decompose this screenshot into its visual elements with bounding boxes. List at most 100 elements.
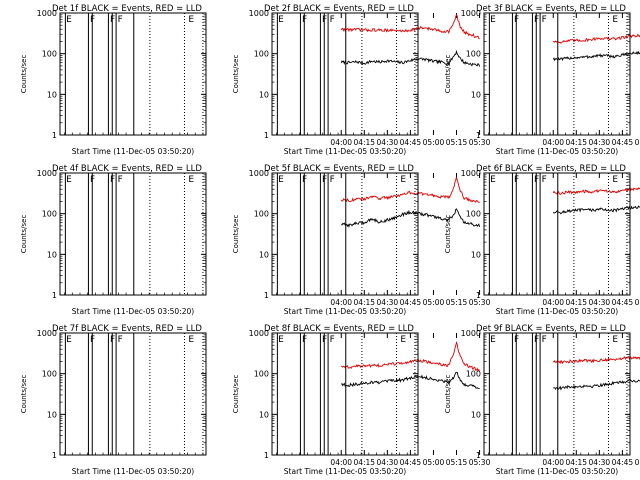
panel-title: Det 1f BLACK = Events, RED = LLD — [52, 4, 202, 14]
x-axis-label: Start Time (11-Dec-05 03:50:20) — [284, 307, 406, 316]
plot-frame — [271, 332, 419, 456]
x-tick-label: 04:30 — [377, 138, 399, 147]
x-axis-label: Start Time (11-Dec-05 03:50:20) — [284, 467, 406, 476]
flag-letter: F — [110, 15, 115, 25]
plot-frame — [271, 12, 419, 136]
flag-letter: F — [302, 335, 307, 345]
y-axis-label: Counts/sec — [232, 375, 240, 414]
panel-det-6: Det 6f BLACK = Events, RED = LLD 1 10 100 10… — [444, 164, 631, 316]
y-tick-label: 1000 — [37, 169, 57, 178]
x-tick-label: 05:00 — [635, 298, 640, 307]
x-axis-label: Start Time (11-Dec-05 03:50:20) — [496, 307, 618, 316]
plot-frame — [483, 172, 631, 296]
series-events-line — [552, 205, 640, 215]
x-tick-label: 04:15 — [353, 298, 375, 307]
x-tick-label: 04:00 — [330, 458, 352, 467]
x-tick-label: 04:00 — [542, 138, 564, 147]
panel-det-1: Det 1f BLACK = Events, RED = LLD11010010… — [20, 4, 491, 156]
panel-det-9: Det 9f BLACK = Events, RED = LLD 1 10 100 10… — [444, 324, 631, 476]
flag-letter: F — [542, 15, 547, 25]
x-axis-label: Start Time (11-Dec-05 03:50:20) — [72, 467, 194, 476]
flag-letter: E — [188, 15, 194, 25]
x-tick-label: 05:00 — [423, 298, 445, 307]
panel-det-8: Det 8f BLACK = Events, RED = LLD11010010… — [232, 324, 640, 476]
flag-letter: E — [188, 335, 194, 345]
y-tick-label: 1 — [476, 451, 481, 460]
x-tick-label: 04:15 — [565, 458, 587, 467]
y-tick-label: 10 — [259, 410, 269, 419]
y-tick-label: 1 — [52, 131, 57, 140]
plot-frame — [483, 332, 631, 456]
plot-frame — [59, 172, 207, 296]
x-tick-label: 04:30 — [589, 138, 611, 147]
y-tick-label: 10 — [259, 90, 269, 99]
flag-letter: F — [90, 15, 95, 25]
flag-letter: F — [110, 335, 115, 345]
x-tick-label: 04:45 — [400, 138, 422, 147]
panel-title: Det 6f BLACK = Events, RED = LLD — [476, 164, 626, 174]
flag-letter: E — [612, 335, 618, 345]
x-tick-label: 05:00 — [635, 138, 640, 147]
y-tick-label: 1000 — [461, 329, 481, 338]
flag-letter: F — [118, 15, 123, 25]
x-tick-label: 04:45 — [612, 298, 634, 307]
y-tick-label: 1 — [264, 451, 269, 460]
flag-letter: F — [302, 175, 307, 185]
y-tick-label: 1 — [52, 451, 57, 460]
panel-det-5: Det 5f BLACK = Events, RED = LLD11010010… — [232, 164, 640, 316]
y-tick-label: 100 — [42, 210, 57, 219]
panel-title: Det 2f BLACK = Events, RED = LLD — [264, 4, 414, 14]
flag-letter: F — [322, 175, 327, 185]
x-axis-label: Start Time (11-Dec-05 03:50:20) — [284, 147, 406, 156]
y-axis-label: Counts/sec — [444, 55, 452, 94]
panel-title: Det 3f BLACK = Events, RED = LLD — [476, 4, 626, 14]
flag-letter: E — [490, 15, 496, 25]
x-tick-label: 04:30 — [377, 298, 399, 307]
y-axis-label: Counts/sec — [20, 55, 28, 94]
flag-letter: E — [400, 175, 406, 185]
flag-letter: E — [612, 15, 618, 25]
y-tick-label: 10 — [471, 250, 481, 259]
series-lld-line — [341, 341, 480, 372]
y-axis-label: Counts/sec — [20, 215, 28, 254]
y-tick-label: 1 — [52, 291, 57, 300]
x-tick-label: 05:30 — [469, 298, 491, 307]
plot-frame — [271, 172, 419, 296]
x-tick-label: 05:15 — [446, 458, 468, 467]
y-tick-label: 10 — [47, 90, 57, 99]
plot-frame — [483, 12, 631, 136]
y-tick-label: 100 — [254, 370, 269, 379]
series-lld-line — [552, 187, 640, 195]
flag-letter: E — [400, 15, 406, 25]
y-tick-label: 1 — [264, 291, 269, 300]
y-axis-label: Counts/sec — [444, 375, 452, 414]
panel-det-4: Det 4f BLACK = Events, RED = LLD11010010… — [20, 164, 491, 316]
panel-title: Det 9f BLACK = Events, RED = LLD — [476, 324, 626, 334]
y-tick-label: 100 — [254, 210, 269, 219]
x-tick-label: 04:30 — [589, 458, 611, 467]
x-tick-label: 04:00 — [330, 298, 352, 307]
x-tick-label: 04:45 — [400, 298, 422, 307]
series-events-line — [553, 379, 640, 391]
flag-letter: F — [330, 175, 335, 185]
flag-letter: F — [90, 335, 95, 345]
x-tick-label: 04:00 — [542, 298, 564, 307]
x-tick-label: 04:30 — [377, 458, 399, 467]
x-tick-label: 05:00 — [423, 458, 445, 467]
y-tick-label: 100 — [466, 210, 481, 219]
flag-letter: F — [302, 15, 307, 25]
flag-letter: E — [612, 175, 618, 185]
flag-letter: E — [278, 335, 284, 345]
x-tick-label: 04:45 — [612, 138, 634, 147]
x-tick-label: 05:00 — [635, 458, 640, 467]
plot-frame — [59, 332, 207, 456]
x-tick-label: 04:15 — [353, 458, 375, 467]
panel-title: Det 4f BLACK = Events, RED = LLD — [52, 164, 202, 174]
flag-letter: F — [118, 175, 123, 185]
series-lld-line — [340, 176, 480, 204]
flag-letter: F — [534, 15, 539, 25]
flag-letter: E — [278, 175, 284, 185]
y-tick-label: 10 — [471, 410, 481, 419]
flag-letter: F — [514, 335, 519, 345]
x-tick-label: 04:00 — [330, 138, 352, 147]
